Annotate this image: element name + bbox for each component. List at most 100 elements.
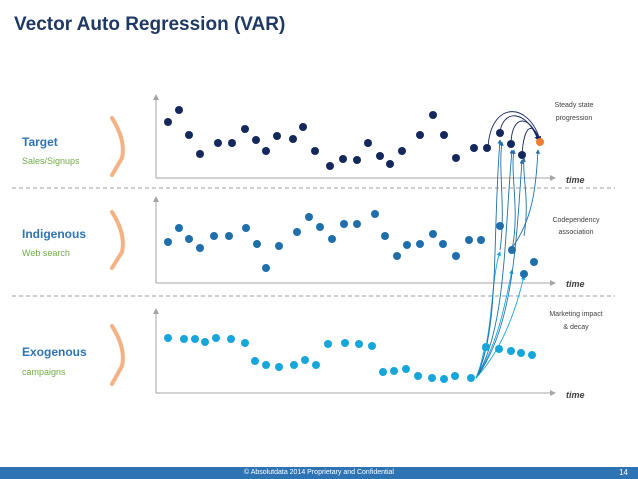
data-point: [289, 135, 297, 143]
data-point: [403, 241, 411, 249]
indigenous-series: [164, 210, 538, 278]
data-point: [326, 162, 334, 170]
exogenous-bracket: [110, 324, 125, 386]
influence-curves: [475, 111, 542, 379]
data-point: [341, 339, 349, 347]
footer-bar: © Absolutdata 2014 Proprietary and Confi…: [0, 467, 638, 479]
data-point: [214, 139, 222, 147]
data-point: [227, 335, 235, 343]
influence-curve: [511, 149, 516, 251]
data-point: [253, 240, 261, 248]
data-point: [212, 334, 220, 342]
data-point: [164, 118, 172, 126]
data-point: [262, 264, 270, 272]
indigenous-axes: [153, 196, 556, 286]
indigenous-sublabel: Web search: [22, 248, 70, 258]
data-point: [496, 222, 504, 230]
data-point: [495, 345, 503, 353]
data-point: [273, 132, 281, 140]
data-point: [483, 144, 491, 152]
data-point: [175, 106, 183, 114]
data-point: [191, 335, 199, 343]
target-sublabel: Sales/Signups: [22, 156, 80, 166]
data-point: [398, 147, 406, 155]
data-point: [328, 235, 336, 243]
data-point: [241, 125, 249, 133]
data-point: [210, 232, 218, 240]
data-point: [299, 123, 307, 131]
data-point: [312, 361, 320, 369]
target-series: [164, 106, 544, 170]
data-point: [507, 347, 515, 355]
page-number: 14: [619, 468, 628, 477]
data-point: [482, 343, 490, 351]
data-point: [290, 361, 298, 369]
data-point: [439, 240, 447, 248]
data-point: [517, 349, 525, 357]
exogenous-axes: [153, 308, 556, 396]
data-point: [467, 374, 475, 382]
data-point: [452, 252, 460, 260]
indigenous-label: Indigenous: [22, 227, 86, 241]
indigenous-axis-label: time: [566, 279, 585, 289]
data-point: [185, 235, 193, 243]
data-point: [376, 152, 384, 160]
data-point: [465, 236, 473, 244]
data-point: [355, 340, 363, 348]
data-point: [528, 351, 536, 359]
exogenous-sublabel: campaigns: [22, 367, 66, 377]
influence-curve: [499, 115, 539, 141]
data-point: [452, 154, 460, 162]
svg-text:association: association: [558, 229, 593, 236]
data-point: [496, 129, 504, 137]
data-point: [339, 155, 347, 163]
influence-curve: [475, 139, 502, 379]
data-point: [228, 139, 236, 147]
data-point: [440, 375, 448, 383]
data-point: [520, 270, 528, 278]
data-point: [402, 365, 410, 373]
exogenous-axis-label: time: [566, 390, 585, 400]
data-point: [242, 224, 250, 232]
data-point: [353, 156, 361, 164]
data-point: [477, 236, 485, 244]
data-point: [507, 140, 515, 148]
svg-text:& decay: & decay: [563, 324, 589, 331]
codependency-annotation: Codependency association: [552, 217, 600, 236]
slide-title: Vector Auto Regression (VAR): [14, 14, 286, 35]
target-bracket: [110, 116, 125, 177]
data-point: [393, 252, 401, 260]
steady-state-annotation: Steady state progression: [555, 102, 594, 122]
exogenous-label: Exogenous: [22, 345, 87, 359]
influence-curve: [499, 141, 504, 251]
data-point: [164, 238, 172, 246]
svg-text:progression: progression: [556, 115, 593, 122]
target-axes: [153, 94, 556, 181]
influence-curve: [475, 269, 514, 379]
influence-curve: [511, 149, 541, 249]
influence-curve: [487, 111, 542, 149]
data-point: [451, 372, 459, 380]
data-point: [293, 228, 301, 236]
data-point: [353, 220, 361, 228]
data-point: [340, 220, 348, 228]
data-point: [368, 342, 376, 350]
data-point: [164, 334, 172, 342]
data-point: [371, 210, 379, 218]
data-point: [185, 131, 193, 139]
data-point: [416, 131, 424, 139]
data-point: [241, 339, 249, 347]
influence-curve: [521, 157, 527, 237]
data-point: [470, 144, 478, 152]
footer-copyright: © Absolutdata 2014 Proprietary and Confi…: [244, 469, 394, 476]
data-point: [225, 232, 233, 240]
data-point: [305, 213, 313, 221]
data-point: [414, 372, 422, 380]
data-point: [379, 368, 387, 376]
influence-curve: [510, 120, 540, 144]
data-point: [508, 246, 516, 254]
data-point: [196, 244, 204, 252]
data-point: [251, 357, 259, 365]
data-point: [201, 338, 209, 346]
